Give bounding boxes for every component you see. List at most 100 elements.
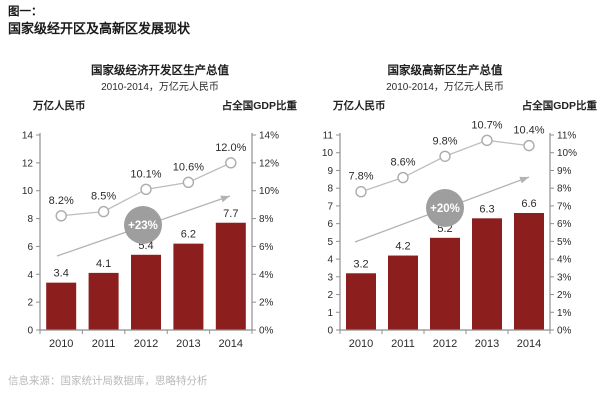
chart-title: 国家级高新区生产总值	[387, 65, 503, 77]
line-marker	[97, 205, 110, 218]
hightech-zones-chart: 3.24.25.26.3 6.67.8%8.6%9.8%10.7% 10.4%+20…	[322, 119, 577, 350]
line-marker	[140, 183, 152, 196]
growth-badge-label: +23%	[128, 220, 158, 232]
line-marker	[481, 134, 493, 147]
pct-label: 12.0%	[215, 142, 246, 154]
pct-label: 8.5%	[91, 191, 116, 203]
bar-2010	[346, 273, 376, 330]
bar-2013	[472, 218, 502, 330]
y-tick-label-right: 12%	[259, 158, 279, 169]
line-marker	[439, 150, 451, 162]
source-note: 信息来源：国家统计局数据库，思略特分析	[8, 375, 208, 387]
x-category-label: 2011	[92, 338, 116, 350]
y-tick-label-right: 14%	[259, 131, 279, 142]
y-tick-label-left: 10	[22, 186, 34, 197]
pct-label: 8.6%	[390, 157, 415, 169]
pct-label: 10.1%	[130, 168, 161, 180]
line-marker	[182, 176, 195, 189]
pct-label: 10.6%	[173, 161, 204, 173]
bar-value-label: 3.4	[54, 268, 69, 280]
x-category-label: 2010	[49, 338, 73, 350]
y-tick-label-left: 6	[27, 242, 33, 253]
y-tick-label-left: 2	[327, 290, 333, 301]
chart-subtitle: 2010-2014，万亿元人民币	[386, 82, 504, 93]
y-tick-label-right: 4%	[557, 255, 572, 266]
bar-2014	[514, 213, 544, 330]
y-tick-label-left: 7	[327, 201, 333, 212]
y-tick-label-left: 12	[22, 158, 34, 169]
chart-title: 国家级经济开发区生产总值	[91, 65, 229, 77]
y-tick-label-left: 1	[327, 308, 333, 319]
y-tick-label-right: 8%	[259, 214, 274, 225]
y-tick-label-left: 4	[327, 255, 333, 266]
chart-panel-dev-zones: 国家级经济开发区生产总值 2010-2014，万亿元人民币 万亿人民币 占全国G…	[0, 55, 300, 370]
line-marker	[523, 139, 535, 152]
x-category-label: 2014	[219, 338, 243, 350]
bar-2014	[215, 222, 246, 330]
bar-value-label: 4.2	[395, 241, 410, 253]
left-axis-unit-label: 万亿人民币	[333, 100, 386, 112]
y-tick-label-left: 9	[327, 166, 333, 177]
y-tick-label-right: 6%	[259, 242, 274, 253]
figure-title: 国家级经开区及高新区发展现状	[8, 21, 191, 36]
bar-value-label: 6.3	[479, 203, 494, 215]
y-tick-label-left: 5	[327, 237, 333, 248]
y-tick-label-right: 10%	[557, 148, 577, 159]
figure-label: 图一：	[8, 6, 43, 18]
y-tick-label-left: 3	[327, 272, 333, 283]
y-tick-label-right: 8%	[557, 184, 572, 195]
x-category-label: 2013	[176, 338, 200, 350]
trend-arrow-head	[519, 176, 529, 184]
y-tick-label-right: 2%	[557, 290, 572, 301]
line-marker	[397, 171, 409, 184]
pct-label: 10.4%	[513, 125, 544, 137]
axis-unit-labels: 万亿人民币 占全国GDP比重	[33, 98, 297, 113]
chart-subtitle: 2010-2014，万亿元人民币	[101, 82, 219, 93]
x-category-label: 2014	[517, 338, 541, 350]
bar-value-label: 6.2	[181, 229, 196, 241]
bar-2011	[88, 272, 119, 330]
x-category-label: 2011	[391, 338, 415, 350]
bar-2012	[430, 237, 460, 330]
left-axis-unit-label: 万亿人民币	[33, 100, 86, 112]
pct-label: 8.2%	[49, 195, 74, 207]
bar-2010	[46, 282, 77, 330]
bar-value-label: 6.6	[521, 198, 536, 210]
pct-label: 9.8%	[432, 135, 457, 147]
y-tick-label-right: 11%	[557, 131, 576, 142]
bar-value-label: 4.1	[96, 258, 111, 270]
x-category-label: 2012	[433, 338, 457, 350]
y-tick-label-right: 0%	[557, 326, 572, 337]
pct-label: 7.8%	[348, 171, 373, 183]
figure-header: 图一： 国家级经开区及高新区发展现状	[8, 5, 190, 37]
growth-badge	[426, 189, 464, 227]
y-tick-label-right: 0%	[259, 326, 274, 337]
line-marker	[355, 186, 367, 198]
y-tick-label-left: 8	[327, 184, 333, 195]
line-marker	[55, 210, 67, 222]
bar-2011	[388, 255, 418, 330]
y-tick-label-left: 10	[322, 148, 334, 159]
line-marker	[225, 157, 237, 169]
axis-unit-labels: 万亿人民币 占全国GDP比重	[333, 98, 597, 113]
y-tick-label-right: 7%	[557, 201, 572, 212]
right-axis-unit-label: 占全国GDP比重	[221, 100, 297, 112]
y-tick-label-left: 0	[27, 326, 33, 337]
bar-2012	[131, 254, 161, 330]
y-tick-label-right: 4%	[259, 270, 274, 281]
y-tick-label-right: 6%	[557, 219, 572, 230]
y-tick-label-right: 9%	[557, 166, 572, 177]
y-tick-label-left: 11	[323, 131, 334, 142]
right-axis-unit-label: 占全国GDP比重	[521, 100, 597, 112]
dev-zones-chart: 3.44.15.46.27.78.2% 8.5%10.1%10.6%12.0%+2…	[22, 131, 279, 351]
growth-badge-label: +20%	[430, 203, 460, 215]
y-tick-label-right: 1%	[557, 308, 572, 319]
y-tick-label-left: 6	[327, 219, 333, 230]
chart-panel-hightech-zones: 国家级高新区生产总值 2010-2014，万亿元人民币 万亿人民币 占全国GDP…	[300, 55, 600, 370]
pct-label: 10.7%	[471, 119, 502, 131]
bar-value-label: 7.7	[223, 208, 238, 220]
y-tick-label-right: 2%	[259, 298, 274, 309]
x-category-label: 2012	[134, 338, 158, 350]
y-tick-label-left: 14	[22, 131, 34, 142]
